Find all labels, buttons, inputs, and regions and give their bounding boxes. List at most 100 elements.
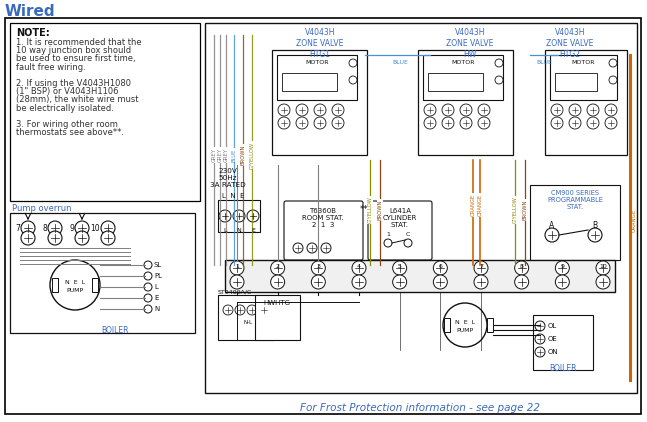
Text: 7: 7 bbox=[15, 224, 20, 233]
Text: G'YELLOW: G'YELLOW bbox=[512, 197, 518, 223]
Text: E: E bbox=[251, 228, 255, 233]
Text: **: ** bbox=[360, 205, 369, 214]
Text: Wired: Wired bbox=[5, 3, 56, 19]
Circle shape bbox=[144, 294, 152, 302]
Text: B: B bbox=[593, 221, 598, 230]
Bar bbox=[423, 55, 503, 100]
Circle shape bbox=[278, 117, 290, 129]
Bar bbox=[52, 278, 58, 292]
Circle shape bbox=[443, 303, 487, 347]
Text: OL: OL bbox=[548, 323, 557, 329]
Circle shape bbox=[223, 305, 233, 315]
Circle shape bbox=[349, 76, 357, 84]
Circle shape bbox=[551, 104, 563, 116]
Text: E: E bbox=[154, 295, 159, 301]
Circle shape bbox=[478, 117, 490, 129]
Circle shape bbox=[609, 59, 617, 67]
Text: 10: 10 bbox=[91, 224, 100, 233]
Text: PUMP: PUMP bbox=[67, 287, 83, 292]
Circle shape bbox=[144, 283, 152, 291]
Circle shape bbox=[514, 275, 529, 289]
Text: BLUE: BLUE bbox=[392, 60, 408, 65]
Text: ON: ON bbox=[548, 349, 558, 355]
Text: V4043H
ZONE VALVE
HW: V4043H ZONE VALVE HW bbox=[446, 28, 494, 59]
Text: N-L: N-L bbox=[243, 320, 252, 325]
Text: OE: OE bbox=[548, 336, 558, 342]
Bar bbox=[487, 318, 493, 332]
Text: 230V
50Hz
3A RATED: 230V 50Hz 3A RATED bbox=[210, 168, 246, 188]
Circle shape bbox=[21, 221, 35, 235]
Circle shape bbox=[596, 275, 610, 289]
Circle shape bbox=[233, 210, 245, 222]
Text: SL: SL bbox=[154, 262, 162, 268]
Bar bbox=[272, 50, 367, 155]
Circle shape bbox=[596, 261, 610, 275]
Bar bbox=[277, 55, 357, 100]
Text: N: N bbox=[237, 228, 241, 233]
Text: ORANGE: ORANGE bbox=[477, 194, 483, 216]
Circle shape bbox=[424, 104, 436, 116]
Circle shape bbox=[314, 104, 326, 116]
Circle shape bbox=[270, 261, 285, 275]
Circle shape bbox=[404, 239, 412, 247]
Circle shape bbox=[535, 334, 545, 344]
Circle shape bbox=[587, 117, 599, 129]
Circle shape bbox=[321, 243, 331, 253]
Text: (28mm), the white wire must: (28mm), the white wire must bbox=[16, 95, 138, 104]
Circle shape bbox=[259, 305, 269, 315]
Circle shape bbox=[460, 104, 472, 116]
Circle shape bbox=[384, 239, 392, 247]
Circle shape bbox=[101, 231, 115, 245]
Text: MOTOR: MOTOR bbox=[451, 60, 475, 65]
Text: L: L bbox=[223, 228, 226, 233]
Circle shape bbox=[495, 59, 503, 67]
Text: N  E  L: N E L bbox=[455, 320, 475, 325]
Text: L641A
CYLINDER
STAT.: L641A CYLINDER STAT. bbox=[383, 208, 417, 228]
Text: BLUE: BLUE bbox=[232, 148, 237, 162]
Circle shape bbox=[247, 210, 259, 222]
Text: GREY: GREY bbox=[212, 148, 217, 162]
Text: be electrically isolated.: be electrically isolated. bbox=[16, 103, 114, 113]
Circle shape bbox=[474, 275, 488, 289]
Bar bbox=[10, 213, 195, 333]
Circle shape bbox=[478, 104, 490, 116]
Text: NOTE:: NOTE: bbox=[16, 28, 50, 38]
Text: 1: 1 bbox=[386, 232, 390, 236]
Bar bbox=[418, 50, 513, 155]
Text: 8: 8 bbox=[520, 263, 523, 268]
Circle shape bbox=[535, 347, 545, 357]
Circle shape bbox=[101, 221, 115, 235]
Bar bbox=[545, 50, 627, 155]
Circle shape bbox=[433, 275, 447, 289]
Bar bbox=[218, 200, 260, 232]
Text: G'YELLOW: G'YELLOW bbox=[367, 197, 373, 223]
Circle shape bbox=[230, 261, 244, 275]
Circle shape bbox=[474, 261, 488, 275]
Text: BOILER: BOILER bbox=[101, 326, 129, 335]
Text: MOTOR: MOTOR bbox=[305, 60, 329, 65]
Text: 8: 8 bbox=[42, 224, 47, 233]
Text: V4043H
ZONE VALVE
HTG1: V4043H ZONE VALVE HTG1 bbox=[296, 28, 344, 59]
Bar bbox=[282, 73, 337, 91]
Circle shape bbox=[144, 261, 152, 269]
Circle shape bbox=[144, 305, 152, 313]
Circle shape bbox=[349, 59, 357, 67]
Text: A: A bbox=[549, 221, 554, 230]
Circle shape bbox=[332, 104, 344, 116]
Bar bbox=[428, 73, 483, 91]
Circle shape bbox=[48, 221, 62, 235]
Circle shape bbox=[545, 228, 559, 242]
Bar bbox=[10, 23, 200, 201]
Circle shape bbox=[75, 221, 89, 235]
Text: Pump overrun: Pump overrun bbox=[12, 204, 72, 213]
Text: fault free wiring.: fault free wiring. bbox=[16, 62, 86, 72]
Circle shape bbox=[569, 117, 581, 129]
Text: HWHTG: HWHTG bbox=[263, 300, 291, 306]
Circle shape bbox=[219, 210, 231, 222]
Circle shape bbox=[609, 76, 617, 84]
Bar bbox=[255, 295, 300, 340]
Circle shape bbox=[332, 117, 344, 129]
Text: PUMP: PUMP bbox=[456, 328, 474, 333]
Text: 10 way junction box should: 10 way junction box should bbox=[16, 46, 131, 55]
Circle shape bbox=[311, 261, 325, 275]
